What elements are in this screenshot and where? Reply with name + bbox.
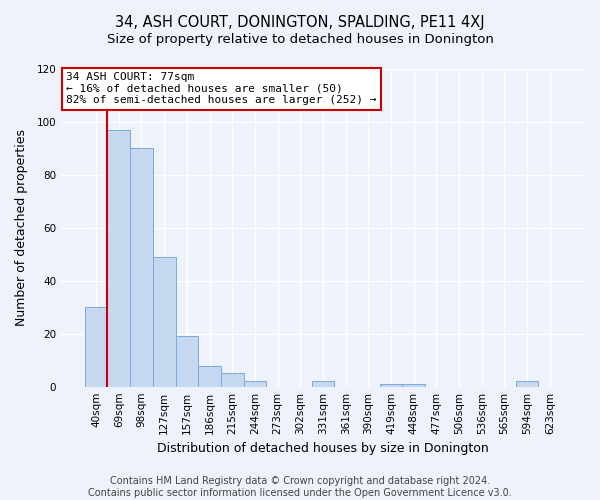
Bar [380, 384, 403, 386]
Bar [85, 308, 107, 386]
Bar [153, 257, 176, 386]
Bar [516, 382, 538, 386]
X-axis label: Distribution of detached houses by size in Donington: Distribution of detached houses by size … [157, 442, 489, 455]
Bar [198, 366, 221, 386]
Text: 34 ASH COURT: 77sqm
← 16% of detached houses are smaller (50)
82% of semi-detach: 34 ASH COURT: 77sqm ← 16% of detached ho… [66, 72, 377, 106]
Text: 34, ASH COURT, DONINGTON, SPALDING, PE11 4XJ: 34, ASH COURT, DONINGTON, SPALDING, PE11… [115, 15, 485, 30]
Text: Contains HM Land Registry data © Crown copyright and database right 2024.
Contai: Contains HM Land Registry data © Crown c… [88, 476, 512, 498]
Bar [311, 382, 334, 386]
Y-axis label: Number of detached properties: Number of detached properties [15, 130, 28, 326]
Bar [130, 148, 153, 386]
Bar [244, 382, 266, 386]
Bar [107, 130, 130, 386]
Bar [403, 384, 425, 386]
Text: Size of property relative to detached houses in Donington: Size of property relative to detached ho… [107, 32, 493, 46]
Bar [221, 374, 244, 386]
Bar [176, 336, 198, 386]
